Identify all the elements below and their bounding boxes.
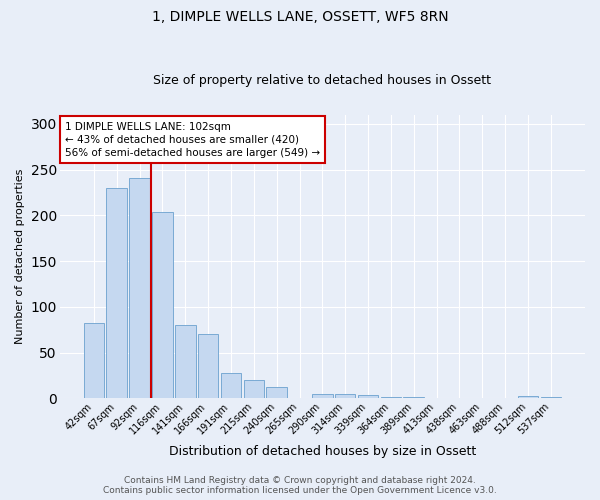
Y-axis label: Number of detached properties: Number of detached properties [15,169,25,344]
Bar [266,386,287,398]
Bar [129,178,150,398]
Bar [358,395,379,398]
Bar [152,212,173,398]
Text: 1, DIMPLE WELLS LANE, OSSETT, WF5 8RN: 1, DIMPLE WELLS LANE, OSSETT, WF5 8RN [152,10,448,24]
Bar [403,396,424,398]
Bar [175,325,196,398]
Text: 1 DIMPLE WELLS LANE: 102sqm
← 43% of detached houses are smaller (420)
56% of se: 1 DIMPLE WELLS LANE: 102sqm ← 43% of det… [65,122,320,158]
X-axis label: Distribution of detached houses by size in Ossett: Distribution of detached houses by size … [169,444,476,458]
Bar [335,394,355,398]
Bar [244,380,264,398]
Bar [518,396,538,398]
Bar [221,373,241,398]
Bar [106,188,127,398]
Bar [312,394,332,398]
Bar [198,334,218,398]
Text: Contains HM Land Registry data © Crown copyright and database right 2024.
Contai: Contains HM Land Registry data © Crown c… [103,476,497,495]
Bar [541,396,561,398]
Bar [83,324,104,398]
Title: Size of property relative to detached houses in Ossett: Size of property relative to detached ho… [154,74,491,87]
Bar [380,396,401,398]
